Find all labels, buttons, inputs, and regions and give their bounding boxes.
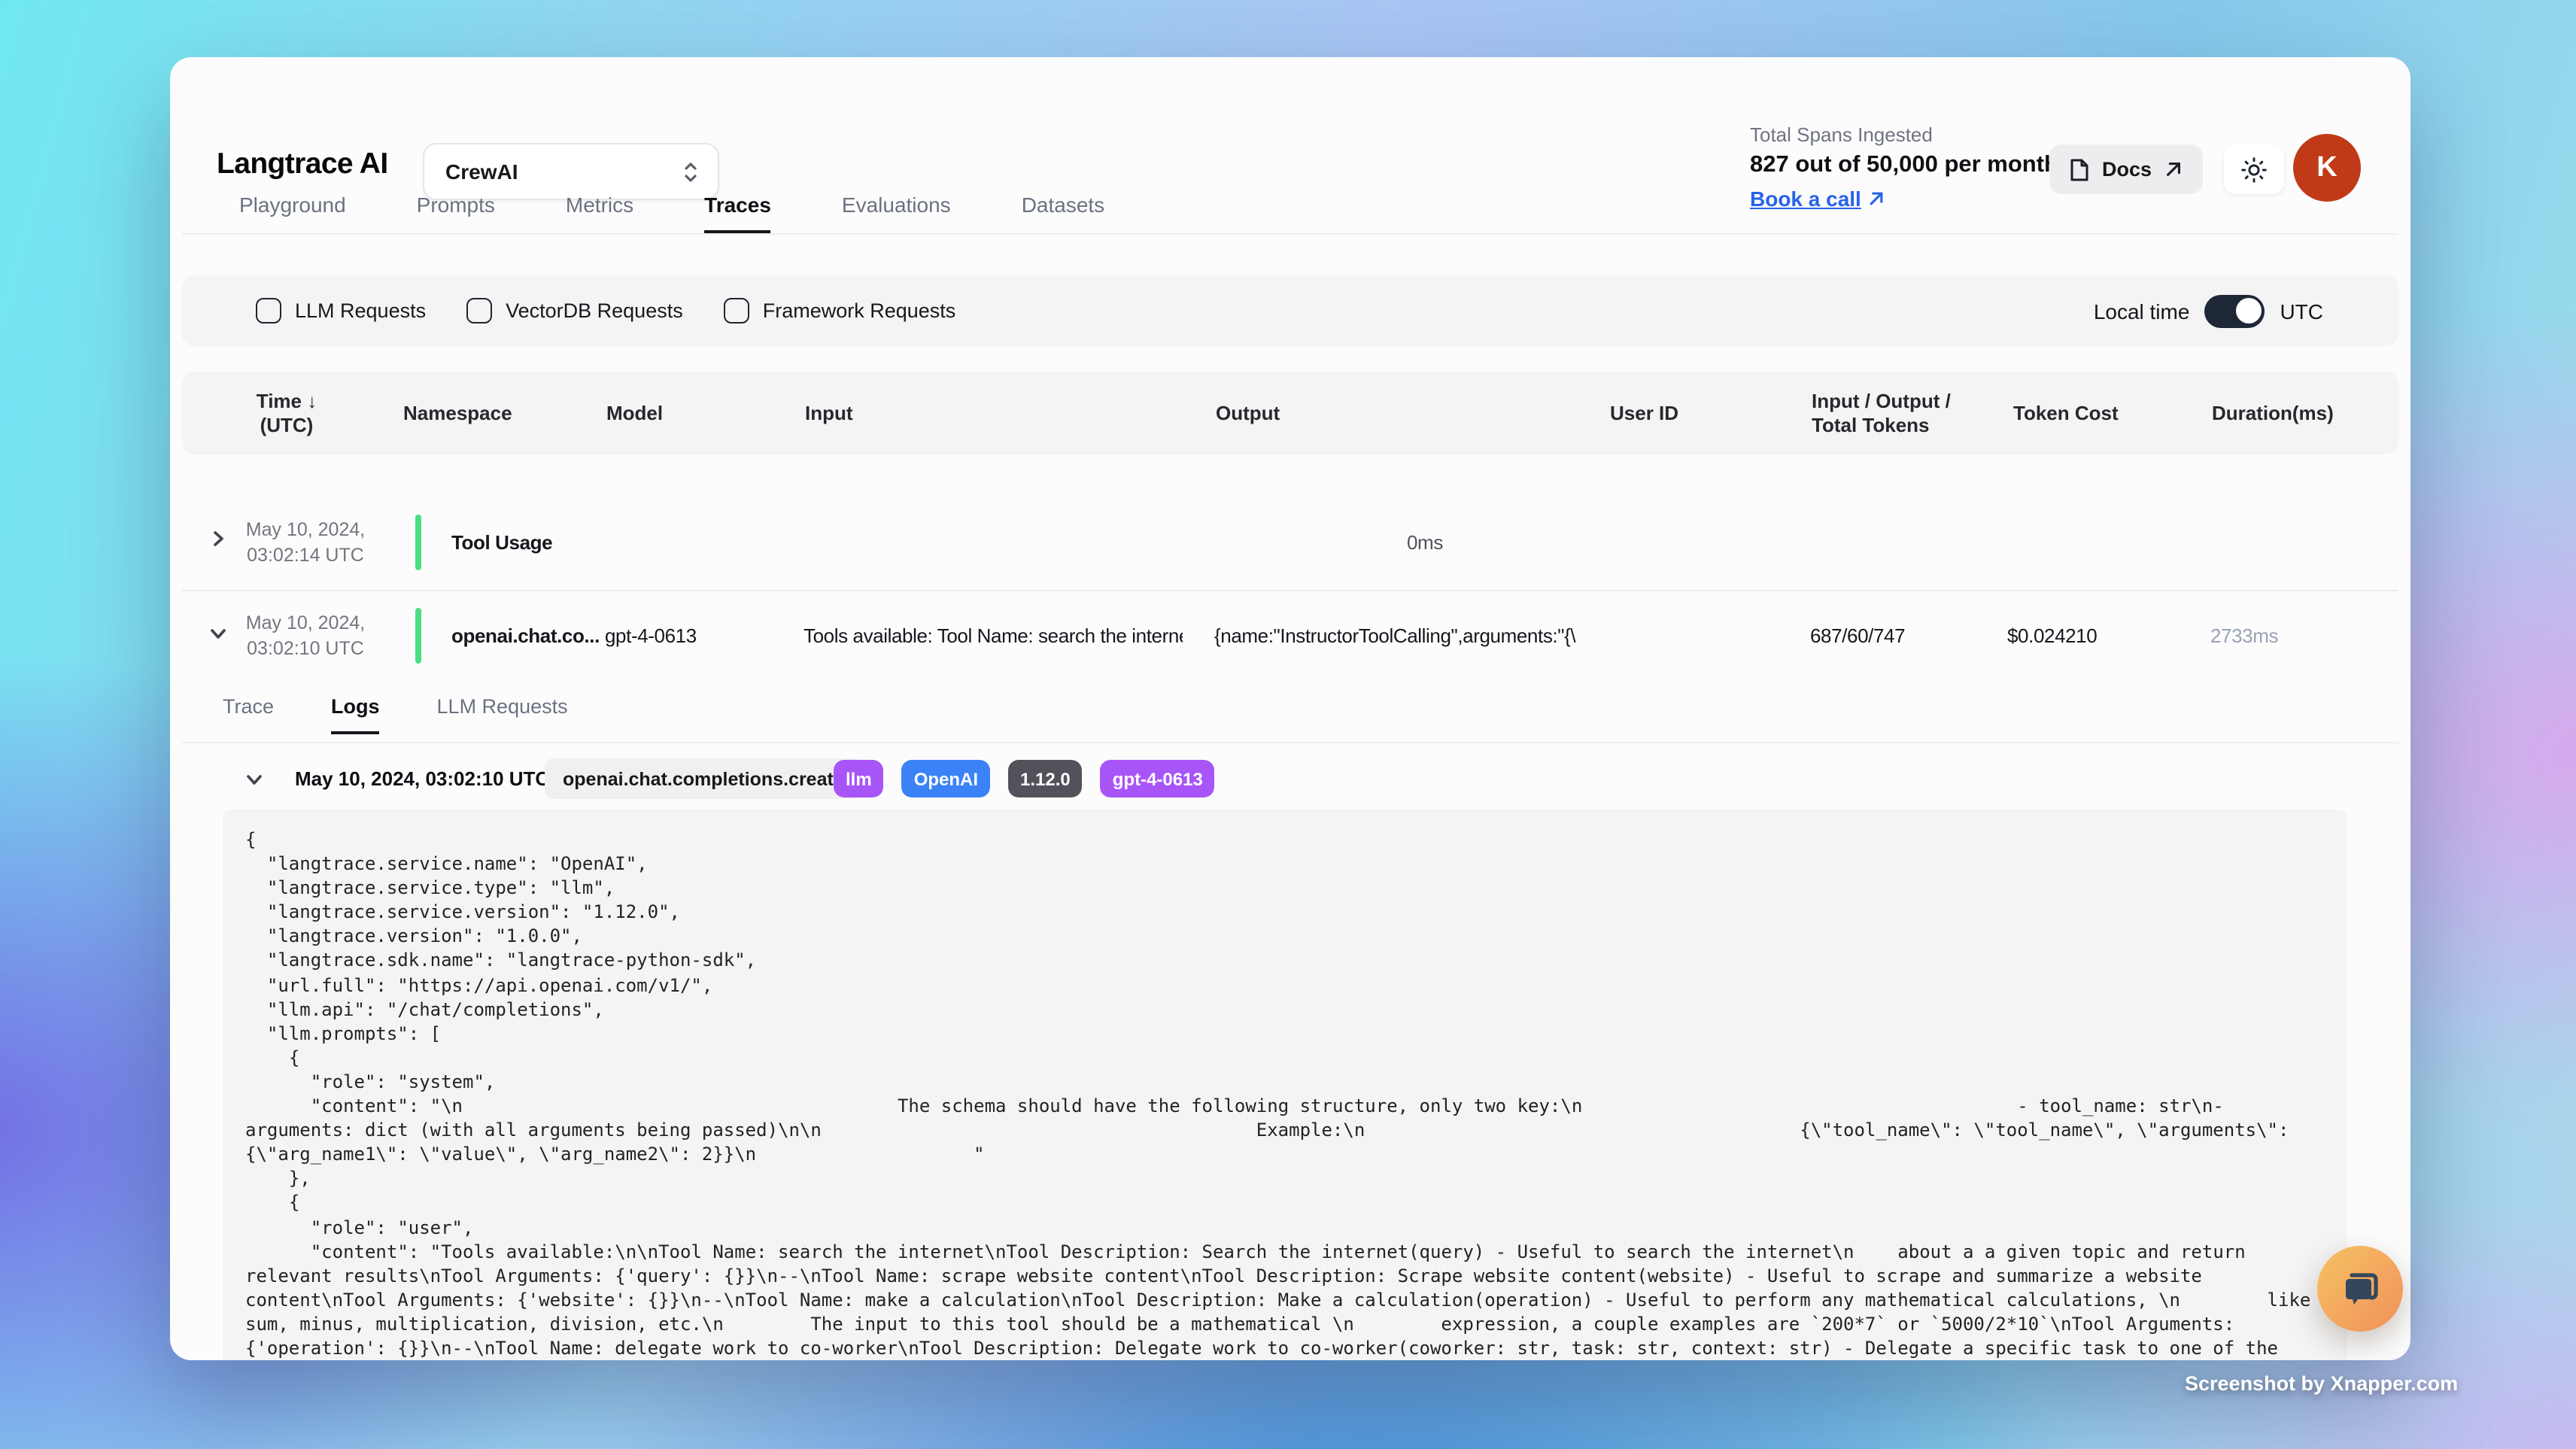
request-type-filters: LLM Requests VectorDB Requests Framework… <box>256 275 955 346</box>
tab-playground[interactable]: Playground <box>239 193 346 217</box>
badge-version: 1.12.0 <box>1008 760 1083 797</box>
external-link-icon <box>2167 162 2181 177</box>
docs-button[interactable]: Docs <box>2049 144 2204 194</box>
tab-metrics[interactable]: Metrics <box>565 193 634 217</box>
chat-widget-button[interactable] <box>2317 1246 2403 1332</box>
filter-framework-requests-label: Framework Requests <box>762 299 956 322</box>
app-logo-title: Langtrace AI <box>217 147 388 181</box>
table-row-tool-usage[interactable]: May 10, 2024, 03:02:14 UTC Tool Usage 0ms <box>182 495 2398 590</box>
usage-value: 827 out of 50,000 per month <box>1750 152 2058 178</box>
col-time[interactable]: Time ↓ (UTC) <box>256 389 317 436</box>
log-operation-pill[interactable]: openai.chat.completions.create <box>545 758 862 799</box>
timezone-switch[interactable] <box>2204 294 2265 327</box>
badge-llm: llm <box>834 760 884 797</box>
local-time-label: Local time <box>2093 299 2190 323</box>
row-timestamp: May 10, 2024, 03:02:14 UTC <box>245 519 366 566</box>
filter-vectordb-requests[interactable]: VectorDB Requests <box>466 298 683 324</box>
avatar-initial: K <box>2316 151 2338 183</box>
span-status-bar <box>415 608 421 664</box>
book-a-call-link[interactable]: Book a call <box>1750 187 2058 211</box>
filter-framework-requests[interactable]: Framework Requests <box>723 298 956 324</box>
app-window: Langtrace AI CrewAI Total Spans Ingested… <box>170 57 2410 1360</box>
user-avatar[interactable]: K <box>2293 134 2361 202</box>
book-a-call-label: Book a call <box>1750 187 1861 211</box>
tab-evaluations[interactable]: Evaluations <box>841 193 951 217</box>
project-selector-dropdown[interactable]: CrewAI <box>423 143 719 200</box>
theme-toggle-button[interactable] <box>2224 144 2284 194</box>
col-input: Input <box>805 401 853 424</box>
span-tokens: 687/60/747 <box>1810 624 1906 647</box>
document-icon <box>2070 158 2088 181</box>
tabs-divider <box>182 233 2398 235</box>
col-namespace: Namespace <box>403 401 512 424</box>
checkbox-vectordb-requests[interactable] <box>466 298 493 324</box>
col-token-cost: Token Cost <box>2013 401 2119 424</box>
docs-button-label: Docs <box>2102 158 2152 181</box>
sun-icon <box>2241 156 2267 182</box>
row-timestamp: May 10, 2024, 03:02:10 UTC <box>245 612 366 659</box>
detail-tab-llm-requests[interactable]: LLM Requests <box>436 695 568 718</box>
span-input: Tools available: Tool Name: search the i… <box>803 624 1183 647</box>
chat-bubble-icon <box>2345 1272 2377 1304</box>
badge-model: gpt-4-0613 <box>1100 760 1215 797</box>
col-model: Model <box>606 401 664 424</box>
utc-label: UTC <box>2280 299 2323 323</box>
span-namespace: openai.chat.co... <box>451 624 599 647</box>
log-timestamp: May 10, 2024, 03:02:10 UTC <box>295 767 550 790</box>
detail-tabs: Trace Logs LLM Requests <box>223 695 568 734</box>
tab-datasets[interactable]: Datasets <box>1021 193 1105 217</box>
span-token-cost: $0.024210 <box>2007 624 2098 647</box>
log-badges: llm OpenAI 1.12.0 gpt-4-0613 <box>834 760 1215 797</box>
checkbox-framework-requests[interactable] <box>723 298 749 324</box>
filter-llm-requests-label: LLM Requests <box>295 299 427 322</box>
detail-tabs-divider <box>182 742 2398 743</box>
table-row-openai-chat[interactable]: May 10, 2024, 03:02:10 UTC openai.chat.co… <box>182 591 2398 679</box>
tab-traces[interactable]: Traces <box>704 193 771 233</box>
main-nav-tabs: Playground Prompts Metrics Traces Evalua… <box>239 193 1104 233</box>
tab-prompts[interactable]: Prompts <box>416 193 495 217</box>
chevron-right-icon[interactable] <box>208 528 229 549</box>
traces-table-header: Time ↓ (UTC) Namespace Model Input Output… <box>182 372 2398 454</box>
log-chevron-down-icon[interactable] <box>244 769 265 790</box>
span-model: gpt-4-0613 <box>605 624 697 647</box>
span-status-bar <box>415 515 421 570</box>
span-duration: 2733ms <box>2210 624 2279 647</box>
chevron-down-icon[interactable] <box>208 623 229 644</box>
switch-knob <box>2235 298 2262 324</box>
col-output: Output <box>1216 401 1280 424</box>
span-duration: 0ms <box>1407 531 1443 554</box>
usage-label: Total Spans Ingested <box>1750 123 1933 146</box>
detail-tab-logs[interactable]: Logs <box>331 695 380 734</box>
project-selector-value: CrewAI <box>445 159 518 184</box>
xnapper-watermark: Screenshot by Xnapper.com <box>2185 1372 2459 1395</box>
log-json-code-block[interactable]: { "langtrace.service.name": "OpenAI", "l… <box>223 810 2347 1360</box>
badge-vendor: OpenAI <box>901 760 991 797</box>
timezone-toggle-group: Local time UTC <box>2094 275 2323 346</box>
usage-summary: Total Spans Ingested 827 out of 50,000 p… <box>1750 123 2058 211</box>
select-chevrons-icon <box>682 159 700 184</box>
filter-llm-requests[interactable]: LLM Requests <box>256 298 426 324</box>
span-name: Tool Usage <box>451 531 553 554</box>
col-user-id: User ID <box>1610 401 1679 424</box>
span-output: {name:"InstructorToolCalling",arguments:… <box>1214 624 1576 647</box>
col-tokens: Input / Output / Total Tokens <box>1812 389 1951 436</box>
row-divider <box>182 590 2398 591</box>
checkbox-llm-requests[interactable] <box>256 298 281 324</box>
filter-vectordb-requests-label: VectorDB Requests <box>506 299 683 322</box>
col-duration: Duration(ms) <box>2212 401 2334 424</box>
filter-bar: LLM Requests VectorDB Requests Framework… <box>182 275 2398 346</box>
detail-tab-trace[interactable]: Trace <box>223 695 275 718</box>
external-link-icon <box>1870 192 1883 205</box>
